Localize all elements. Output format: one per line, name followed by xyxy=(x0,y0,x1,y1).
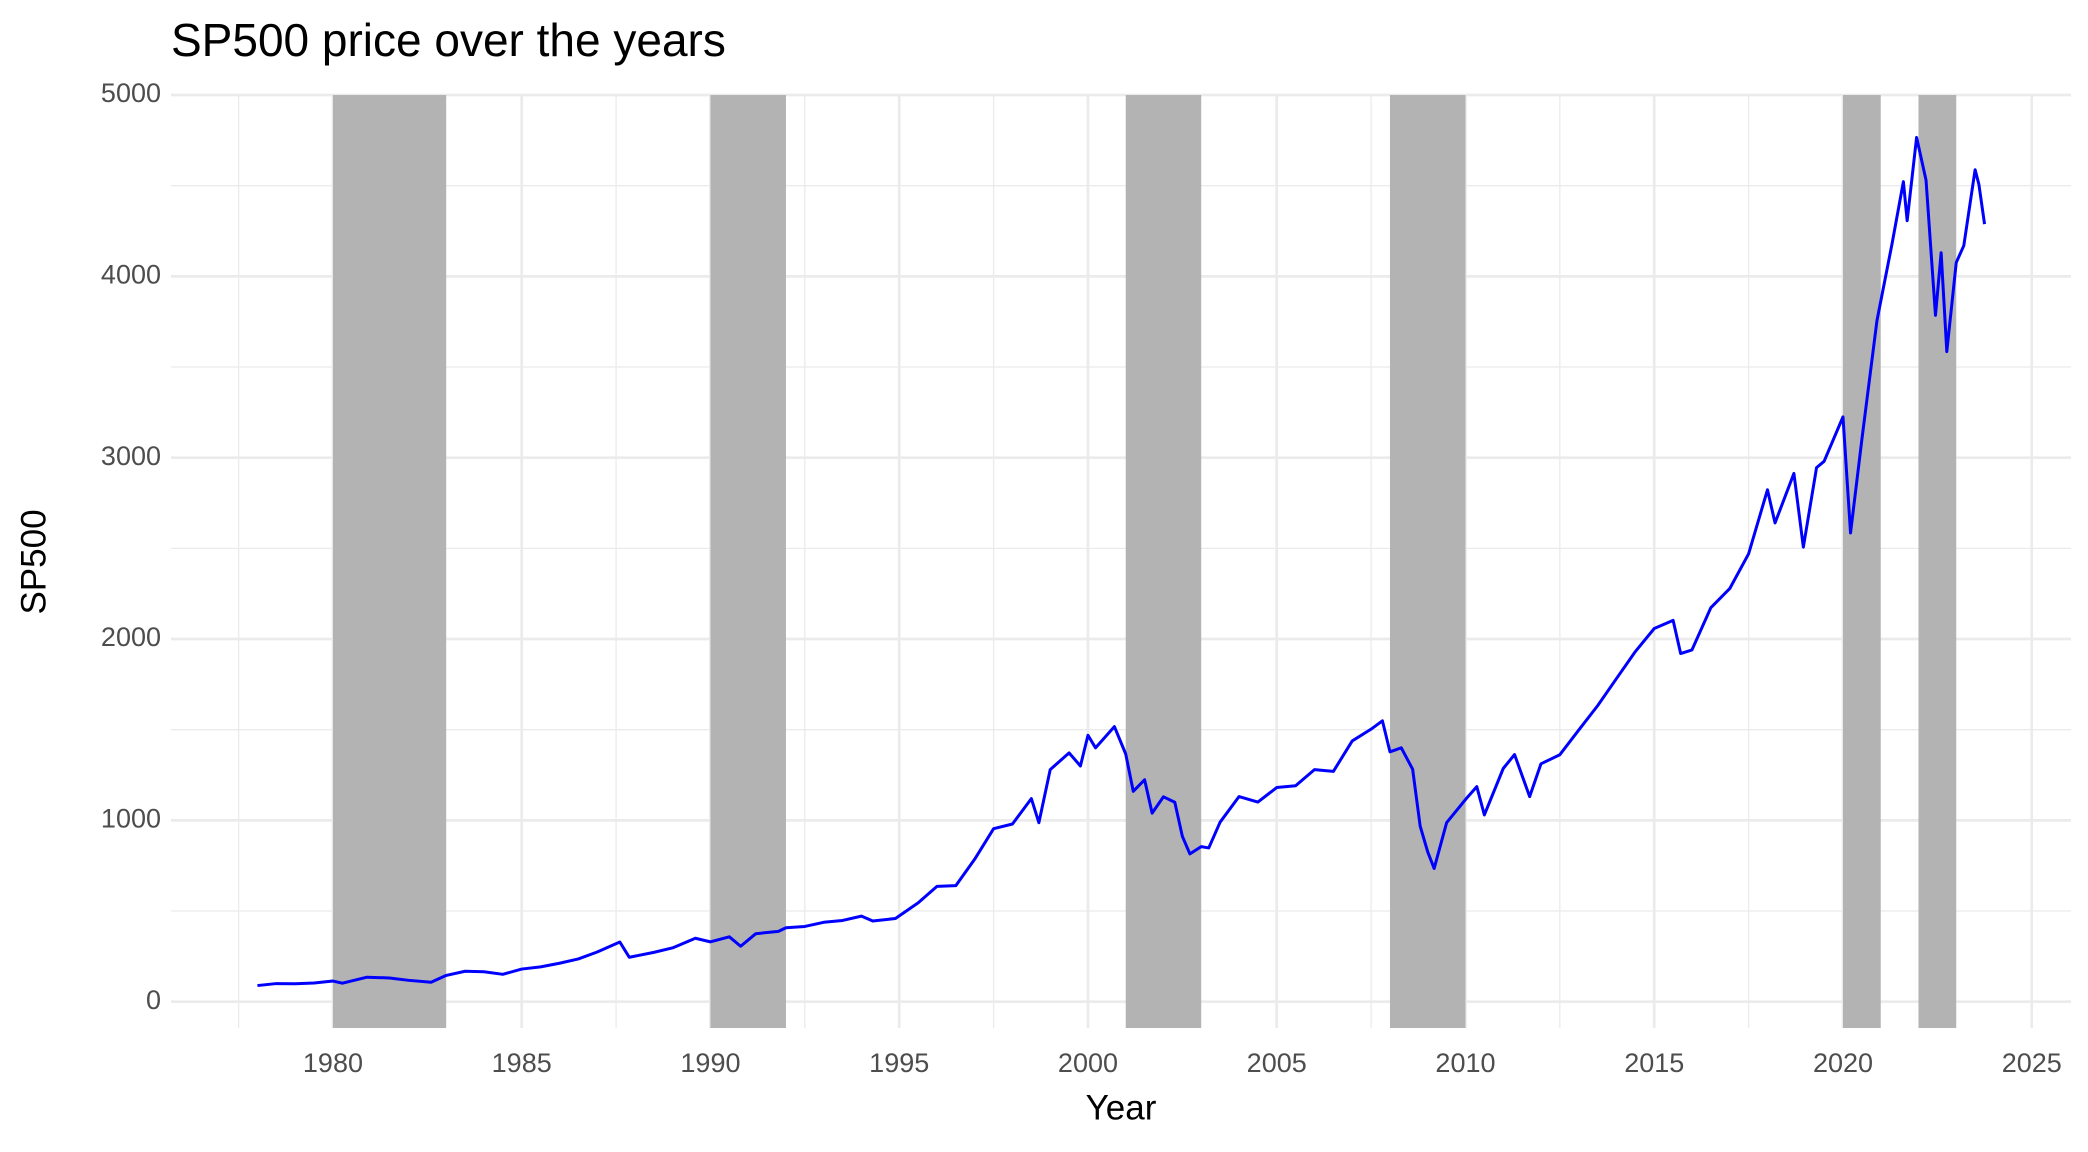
recession-band xyxy=(1918,95,1957,1028)
y-tick-label: 3000 xyxy=(101,441,161,471)
y-tick-label: 1000 xyxy=(101,803,161,833)
x-tick-label: 1985 xyxy=(492,1048,552,1078)
x-tick-label: 1980 xyxy=(303,1048,363,1078)
x-tick-label: 2025 xyxy=(2002,1048,2062,1078)
x-tick-label: 1995 xyxy=(869,1048,929,1078)
x-tick-label: 2020 xyxy=(1813,1048,1873,1078)
x-tick-label: 2010 xyxy=(1435,1048,1495,1078)
y-tick-label: 0 xyxy=(146,985,161,1015)
x-tick-label: 2000 xyxy=(1058,1048,1118,1078)
recession-band xyxy=(710,95,786,1028)
x-axis-title: Year xyxy=(1086,1088,1157,1127)
recession-band xyxy=(332,95,447,1028)
y-tick-label: 2000 xyxy=(101,622,161,652)
y-tick-label: 5000 xyxy=(101,78,161,108)
price-line xyxy=(257,135,1987,988)
recession-band xyxy=(1842,95,1881,1028)
recession-band xyxy=(1125,95,1202,1028)
x-tick-label: 1990 xyxy=(680,1048,740,1078)
y-axis-title: SP500 xyxy=(14,509,53,614)
y-tick-label: 4000 xyxy=(101,259,161,289)
chart-title: SP500 price over the years xyxy=(171,14,726,66)
x-tick-label: 2005 xyxy=(1247,1048,1307,1078)
recession-band xyxy=(1389,95,1466,1028)
x-tick-label: 2015 xyxy=(1624,1048,1684,1078)
